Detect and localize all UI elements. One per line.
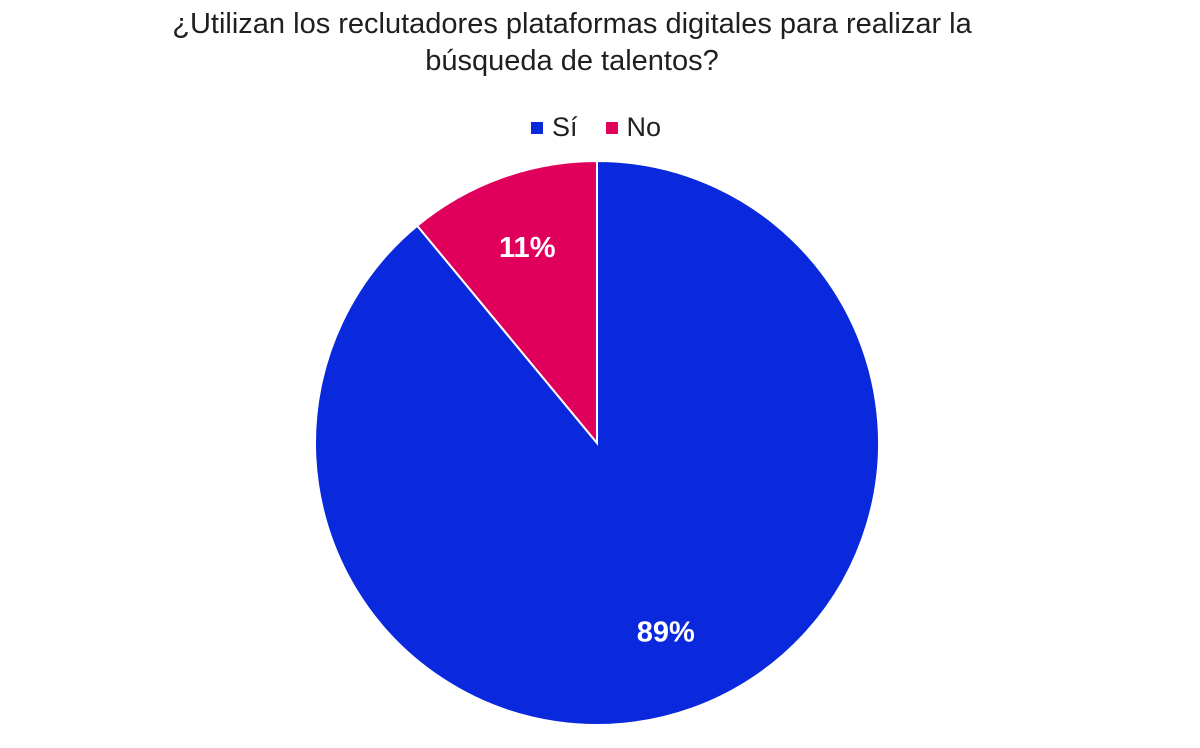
legend-label-no: No [626, 112, 662, 142]
legend-item-si: Sí [530, 112, 578, 143]
chart-title: ¿Utilizan los reclutadores plataformas d… [0, 6, 1144, 80]
pie-slice-si [314, 159, 880, 726]
pie-slice-no [415, 159, 598, 446]
chart-title-line-2: búsqueda de talentos? [425, 45, 719, 77]
legend-swatch-si [530, 121, 543, 134]
data-label-si: 89% [637, 617, 695, 649]
chart-legend: Sí No [0, 112, 1192, 143]
legend-label-si: Sí [551, 112, 578, 142]
legend-swatch-no [605, 121, 618, 134]
chart-title-line-1: ¿Utilizan los reclutadores plataformas d… [172, 8, 972, 40]
data-label-no: 11% [499, 232, 556, 264]
legend-item-no: No [605, 112, 662, 143]
